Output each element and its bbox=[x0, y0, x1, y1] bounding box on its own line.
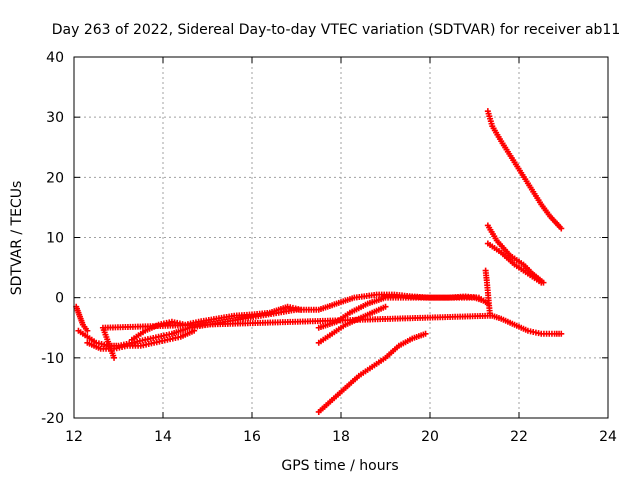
data-point-rising-track bbox=[422, 330, 429, 337]
y-tick-label: 40 bbox=[46, 50, 64, 66]
y-axis-label: SDTVAR / TECUs bbox=[9, 181, 25, 296]
data-point-descending-branch bbox=[382, 303, 389, 310]
data-point-mid-decline-2 bbox=[538, 279, 545, 286]
plot-frame bbox=[73, 56, 609, 419]
y-tick-label: 30 bbox=[46, 110, 64, 126]
y-tick-label: 20 bbox=[46, 170, 64, 186]
tick-labels: 12 14 16 18 20 22 24 -20 -10 0 10 20 30 40 bbox=[41, 50, 617, 445]
data-point-steep-decline bbox=[558, 225, 565, 232]
y-tick-label: -20 bbox=[41, 411, 64, 427]
data-point-secondary-track bbox=[480, 297, 487, 304]
data-point-early-rise bbox=[84, 327, 91, 334]
data-point-upper-band bbox=[297, 306, 304, 313]
data-point-late-tail bbox=[558, 330, 565, 337]
x-tick-label: 22 bbox=[510, 429, 528, 445]
x-tick-label: 24 bbox=[599, 429, 617, 445]
x-axis-label: GPS time / hours bbox=[281, 458, 398, 474]
x-tick-label: 16 bbox=[243, 429, 261, 445]
x-tick-label: 14 bbox=[154, 429, 172, 445]
grid-lines bbox=[74, 57, 608, 418]
y-tick-label: -10 bbox=[41, 351, 64, 367]
y-tick-label: 10 bbox=[46, 231, 64, 247]
y-tick-label: 0 bbox=[55, 291, 64, 307]
data-point-lower-band bbox=[191, 327, 198, 334]
data-points bbox=[73, 108, 565, 415]
data-point-isolated-points bbox=[111, 354, 118, 361]
x-tick-label: 18 bbox=[332, 429, 350, 445]
x-tick-label: 20 bbox=[421, 429, 439, 445]
chart-title: Day 263 of 2022, Sidereal Day-to-day VTE… bbox=[52, 22, 621, 38]
x-tick-label: 12 bbox=[65, 429, 83, 445]
